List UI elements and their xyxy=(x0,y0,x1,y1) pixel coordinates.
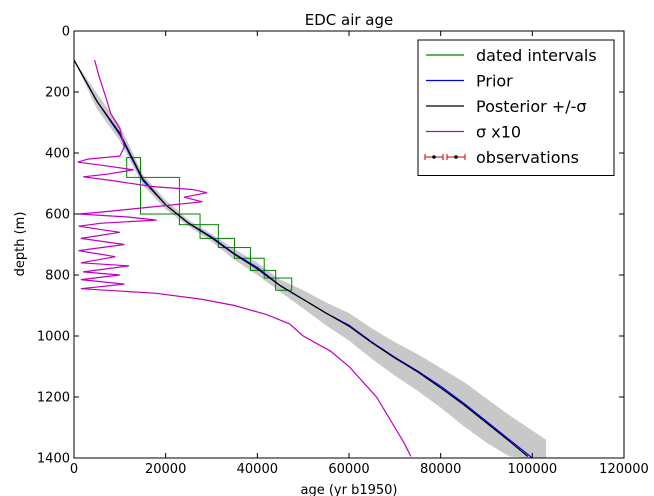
y-tick-label: 600 xyxy=(45,208,70,223)
y-tick-label: 800 xyxy=(45,269,70,284)
x-tick-label: 0 xyxy=(70,462,78,477)
legend-errorbar-point xyxy=(432,155,436,159)
posterior-sigma-band xyxy=(74,59,547,458)
legend-label: observations xyxy=(476,148,579,167)
legend-entry-observations: observations xyxy=(424,148,579,167)
legend-label: Posterior +/-σ xyxy=(476,97,587,116)
dated-interval-2 xyxy=(139,176,180,215)
x-tick-label: 20000 xyxy=(145,462,186,477)
x-tick-label: 100000 xyxy=(508,462,558,477)
legend-errorbar-point xyxy=(454,155,458,159)
y-axis: 0 200 400 600 800 1000 1200 1400 xyxy=(37,25,624,467)
y-tick-label: 400 xyxy=(45,147,70,162)
y-tick-label: 200 xyxy=(45,86,70,101)
dated-interval-3 xyxy=(178,213,201,226)
plot-area xyxy=(74,59,547,458)
legend-box xyxy=(417,39,615,176)
dated-interval-4 xyxy=(199,224,219,239)
y-tick-label: 0 xyxy=(62,25,70,40)
chart-title: EDC air age xyxy=(305,11,394,29)
y-tick-label: 1400 xyxy=(37,452,70,467)
y-tick-label: 1000 xyxy=(37,330,70,345)
x-axis-label: age (yr b1950) xyxy=(301,483,398,496)
legend-label: Prior xyxy=(476,72,513,91)
legend-entry-prior: Prior xyxy=(426,72,513,91)
dated-interval-1 xyxy=(126,157,141,178)
y-tick-label: 1200 xyxy=(37,391,70,406)
legend-label: dated intervals xyxy=(476,46,597,65)
x-tick-label: 40000 xyxy=(237,462,278,477)
series-x10 xyxy=(77,59,412,457)
series-posterior xyxy=(74,59,529,457)
legend-entry-posterior: Posterior +/-σ xyxy=(426,97,587,116)
x-tick-label: 60000 xyxy=(328,462,369,477)
dated-interval-9 xyxy=(275,277,293,291)
x-tick-label: 120000 xyxy=(599,462,649,477)
plot-marks xyxy=(74,59,547,458)
x-tick-label: 80000 xyxy=(420,462,461,477)
legend-entry-x10: σ x10 xyxy=(426,123,521,142)
legend-entry-dated-intervals: dated intervals xyxy=(426,46,597,65)
legend: dated intervals Prior Posterior +/-σ σ x10 o… xyxy=(417,39,615,176)
legend-label: σ x10 xyxy=(476,123,521,142)
y-axis-label: depth (m) xyxy=(13,212,28,277)
x-axis: 0 20000 40000 60000 80000 100000 120000 xyxy=(70,31,649,477)
